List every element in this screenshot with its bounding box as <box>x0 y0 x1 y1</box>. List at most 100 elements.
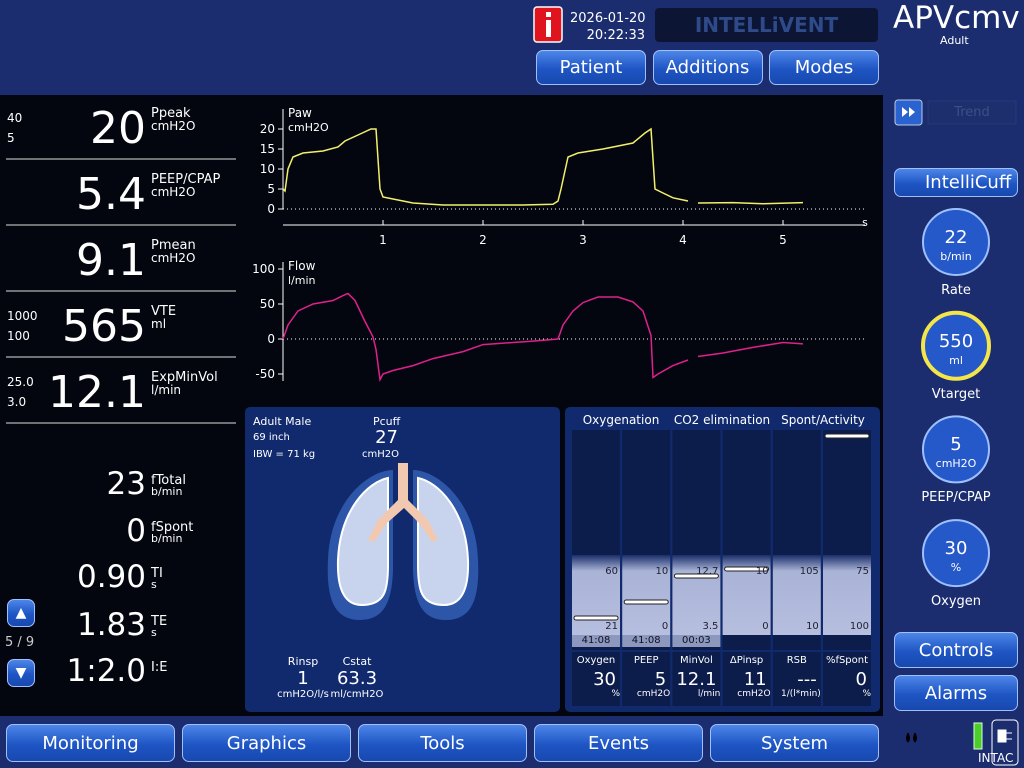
column-value: 5 <box>654 669 667 690</box>
column-unit: % <box>862 689 871 699</box>
control-label: Rate <box>941 283 971 298</box>
page-up[interactable]: ▲ <box>7 599 35 627</box>
sidebar-button[interactable]: Controls <box>894 632 1018 668</box>
alarm-high: 40 <box>7 111 23 125</box>
patient-info: Adult Male <box>253 415 312 428</box>
alarm-low: 5 <box>7 131 15 145</box>
battery-label: INT <box>978 751 998 765</box>
column-unit: l/min <box>697 689 721 699</box>
x-tick-label: 1 <box>379 233 387 247</box>
patient-panel <box>245 407 560 712</box>
column-name: PEEP <box>633 655 659 666</box>
rinsp-unit: cmH2O/l/s <box>277 689 329 700</box>
group-title: Oxygenation <box>582 413 660 427</box>
cstat-unit: ml/cmH2O <box>330 689 384 700</box>
alarm-high: 25.0 <box>7 375 34 389</box>
control-label: Oxygen <box>930 594 982 610</box>
page-down[interactable]: ▼ <box>7 659 35 687</box>
control-knob[interactable] <box>922 415 990 484</box>
column-bottom: 10 <box>806 621 819 632</box>
control-label: PEEP/CPAP <box>921 490 991 506</box>
rinsp-label: Rinsp <box>287 655 319 668</box>
column-bar <box>622 555 671 635</box>
trend-icon[interactable] <box>894 99 923 126</box>
header-button[interactable]: Patient <box>536 50 646 85</box>
control-knob[interactable] <box>922 519 990 588</box>
pcuff-label: Pcuff <box>373 415 401 428</box>
header-button[interactable]: Additions <box>652 50 763 85</box>
column-bottom: 100 <box>849 621 869 632</box>
time-box <box>572 635 620 647</box>
timing-value: 0 <box>126 513 146 549</box>
time-box <box>622 635 671 647</box>
plug-icon <box>997 729 1012 743</box>
timing-unit: s <box>151 626 157 639</box>
column-value: --- <box>797 669 817 690</box>
patient-info: 69 inch <box>253 432 290 443</box>
column-value: 11 <box>743 669 767 690</box>
ac-box <box>991 719 1019 766</box>
x-tick-label: 4 <box>679 233 687 247</box>
column-time: 41:08 <box>581 635 611 646</box>
nav-button[interactable]: Events <box>534 724 703 762</box>
column-marker <box>573 615 619 621</box>
timing-value: 1.83 <box>76 607 146 643</box>
chart-title: Flow <box>288 259 316 273</box>
time-box <box>672 635 721 647</box>
nav-button[interactable]: Monitoring <box>6 724 175 762</box>
patient-info: IBW = 71 kg <box>253 449 316 460</box>
column-bar <box>572 555 620 635</box>
column-top: 10 <box>655 566 669 577</box>
info-icon-bar <box>546 20 551 37</box>
column-name: ΔPinsp <box>729 655 764 666</box>
monitor-value: 12.1 <box>48 367 146 418</box>
control-knob[interactable] <box>921 310 991 381</box>
time: 20:22:33 <box>586 28 645 43</box>
column-marker <box>673 573 719 579</box>
header-button[interactable]: Modes <box>769 50 879 85</box>
control-unit: cmH2O <box>935 457 977 471</box>
nav-button[interactable]: System <box>710 724 879 762</box>
chart-title: Paw <box>288 106 312 120</box>
monitor-name: Pmean <box>151 238 196 253</box>
y-tick-label: 0 <box>267 202 275 216</box>
pcuff-value: 27 <box>375 427 398 448</box>
group-title: Spont/Activity <box>781 413 865 427</box>
column-top: 75 <box>856 566 869 577</box>
rinsp-value: 1 <box>297 668 309 689</box>
column-value: 12.1 <box>676 669 717 690</box>
monitor-name: ExpMinVol <box>151 370 218 385</box>
column-bottom: 3.5 <box>702 621 719 632</box>
column-top: 12.7 <box>696 566 719 577</box>
timing-unit: b/min <box>151 532 183 545</box>
timing-name: TI <box>151 566 163 581</box>
monitor-name: Ppeak <box>151 106 191 121</box>
nav-button[interactable]: Tools <box>358 724 527 762</box>
control-value: 550 <box>938 330 974 352</box>
monitor-unit: cmH2O <box>151 185 196 199</box>
y-tick-label: 15 <box>260 142 275 156</box>
control-knob[interactable] <box>922 208 990 276</box>
sidebar-button[interactable]: Alarms <box>894 675 1018 711</box>
date: 2026-01-20 <box>570 11 646 26</box>
x-unit: s <box>862 216 868 229</box>
control-label: Vtarget <box>931 386 981 402</box>
pcuff-unit: cmH2O <box>362 449 399 460</box>
alarm-low: 3.0 <box>7 395 27 409</box>
timing-value: 23 <box>106 466 146 502</box>
intellicuff-button[interactable]: IntelliCuff <box>894 168 1018 197</box>
column-name: MinVol <box>680 655 713 666</box>
cstat-label: Cstat <box>342 655 372 668</box>
control-unit: b/min <box>940 250 972 263</box>
column-unit: % <box>611 689 620 699</box>
patient-group: Adult <box>940 34 969 47</box>
lungs <box>327 463 479 620</box>
column-unit: 1/(l*min) <box>781 689 821 699</box>
column-top: 10 <box>755 566 769 577</box>
x-tick-label: 5 <box>779 233 787 247</box>
nav-button[interactable]: Graphics <box>182 724 351 762</box>
monitor-name: VTE <box>151 304 177 319</box>
control-value: 30 <box>944 538 968 560</box>
